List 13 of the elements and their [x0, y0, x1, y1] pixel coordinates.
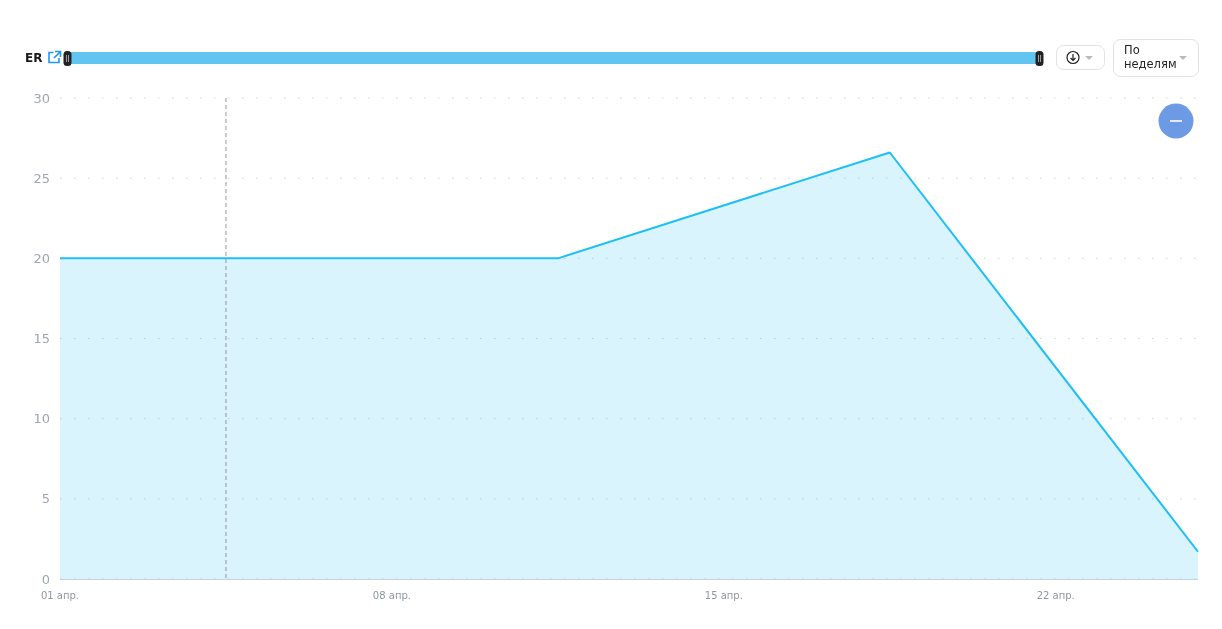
x-tick-label: 15 апр.: [704, 590, 743, 601]
y-tick-label: 10: [33, 411, 50, 427]
y-tick-label: 15: [33, 331, 50, 347]
period-select: По неделям: [1113, 39, 1199, 77]
chart-title: ER: [25, 51, 43, 65]
y-tick-label: 25: [33, 170, 50, 186]
y-tick-label: 20: [33, 250, 50, 266]
y-tick-label: 30: [33, 90, 50, 106]
y-tick-label: 0: [41, 571, 50, 587]
x-tick-label: 08 апр.: [372, 590, 411, 601]
y-tick-label: 5: [41, 491, 50, 507]
x-tick-label: 01 апр.: [40, 590, 80, 601]
x-tick-label: 22 апр.: [1036, 590, 1075, 601]
